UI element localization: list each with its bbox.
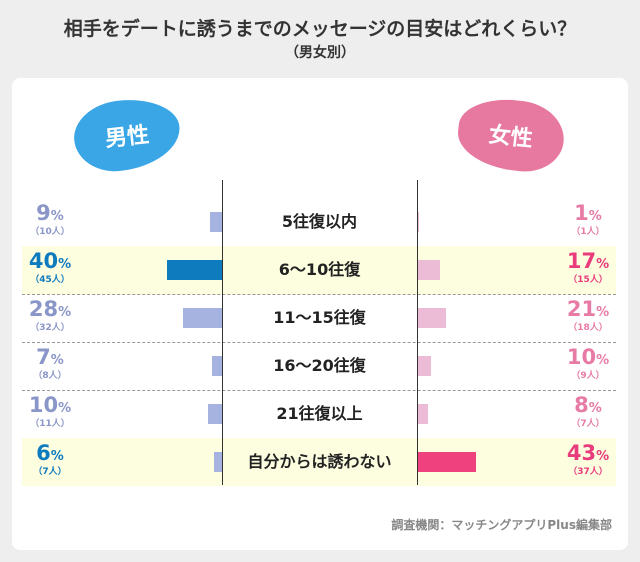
male-bar xyxy=(212,356,222,376)
female-count-label: （37人） xyxy=(568,467,608,477)
male-count-label: （11人） xyxy=(30,419,70,429)
chart-row: 7% （8人） 16〜20往復 10% （9人） xyxy=(22,342,616,391)
female-count-label: （15人） xyxy=(568,275,608,285)
chart-row: 28% （32人） 11〜15往復 21% （18人） xyxy=(22,294,616,343)
female-count-label: （7人） xyxy=(571,419,605,429)
chart-row: 10% （11人） 21往復以上 8% （7人） xyxy=(22,390,616,439)
female-value-label: 10% xyxy=(566,345,610,369)
category-label: 16〜20往復 xyxy=(273,356,366,375)
male-count-label: （7人） xyxy=(33,467,67,477)
chart-title: 相手をデートに誘うまでのメッセージの目安はどれくらい？ xyxy=(63,18,577,40)
male-value-label: 40% xyxy=(28,249,72,273)
chart-row: 9% （10人） 5往復以内 1% （1人） xyxy=(22,198,616,247)
male-bar xyxy=(213,452,222,472)
male-bar xyxy=(209,212,222,232)
source-credit: 調査機関：マッチングアプリPlus編集部 xyxy=(391,518,612,532)
female-count-label: （18人） xyxy=(568,323,608,333)
male-value-label: 6% xyxy=(36,441,64,465)
male-value-label: 28% xyxy=(28,297,72,321)
female-value-label: 17% xyxy=(566,249,610,273)
chart-row: 40% （45人） 6〜10往復 17% （15人） xyxy=(22,246,616,295)
male-bar xyxy=(166,260,222,280)
female-count-label: （9人） xyxy=(571,371,605,381)
category-label: 21往復以上 xyxy=(276,404,363,423)
female-bar xyxy=(417,308,446,328)
female-value-label: 21% xyxy=(566,297,610,321)
female-bar xyxy=(417,404,429,424)
chart-subtitle: （男女別） xyxy=(285,45,355,61)
male-value-label: 10% xyxy=(28,393,72,417)
male-bar xyxy=(183,308,222,328)
male-count-label: （32人） xyxy=(30,323,70,333)
category-label: 自分からは誘わない xyxy=(247,452,392,471)
female-value-label: 8% xyxy=(574,393,602,417)
female-count-label: （1人） xyxy=(571,227,605,237)
male-count-label: （10人） xyxy=(30,227,70,237)
female-value-label: 43% xyxy=(566,441,610,465)
female-value-label: 1% xyxy=(574,201,602,225)
category-label: 6〜10往復 xyxy=(278,260,361,279)
category-label: 5往復以内 xyxy=(281,212,358,231)
female-axis-line xyxy=(417,180,418,485)
male-count-label: （45人） xyxy=(30,275,70,285)
male-value-label: 7% xyxy=(36,345,64,369)
male-value-label: 9% xyxy=(36,201,64,225)
female-bar xyxy=(417,260,441,280)
female-bar xyxy=(417,356,431,376)
male-bar xyxy=(208,404,222,424)
chart-row: 6% （7人） 自分からは誘わない 43% （37人） xyxy=(22,438,616,486)
category-label: 11〜15往復 xyxy=(273,308,366,327)
female-bar xyxy=(417,212,419,232)
male-count-label: （8人） xyxy=(33,371,67,381)
male-axis-line xyxy=(222,180,223,485)
female-bar xyxy=(417,452,477,472)
